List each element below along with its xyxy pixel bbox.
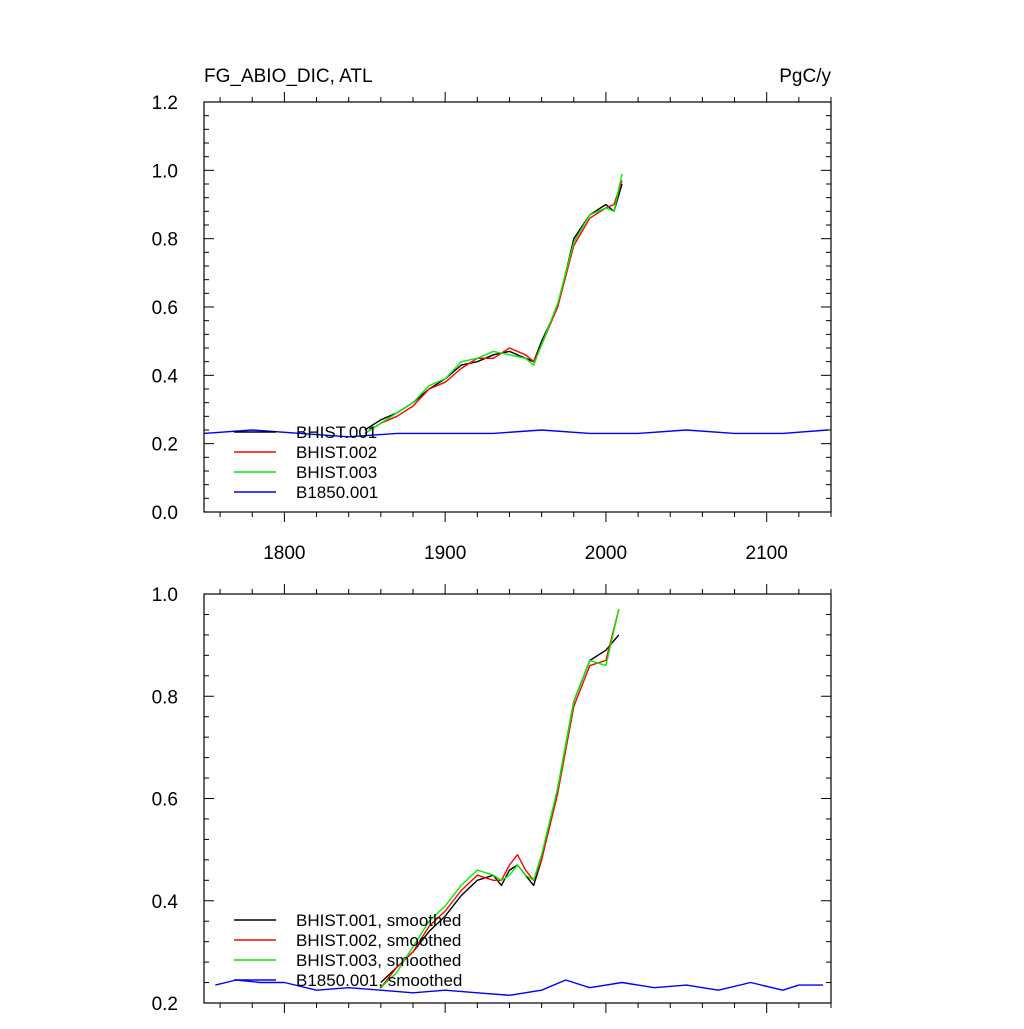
units-label: PgC/y <box>779 66 831 87</box>
legend-label: B1850.001, smoothed <box>296 971 462 990</box>
y-tick-label: 0.2 <box>152 435 178 456</box>
y-tick-label: 0.2 <box>152 994 178 1015</box>
x-tick-label: 1800 <box>263 543 305 564</box>
legend-label: BHIST.003 <box>296 463 377 482</box>
y-tick-label: 0.8 <box>152 230 178 251</box>
legend-label: BHIST.002 <box>296 443 377 462</box>
legend-label: BHIST.002, smoothed <box>296 931 461 950</box>
legend-label: BHIST.001 <box>296 423 377 442</box>
y-tick-label: 0.4 <box>152 366 179 387</box>
series-line-bhist-002 <box>380 609 620 989</box>
legend-label: B1850.001 <box>296 483 378 502</box>
x-tick-label: 2000 <box>585 543 627 564</box>
legend-label: BHIST.003, smoothed <box>296 951 461 970</box>
chart-title: FG_ABIO_DIC, ATL <box>204 66 373 87</box>
series-line-bhist-003 <box>380 609 620 989</box>
legend-label: BHIST.001, smoothed <box>296 911 461 930</box>
y-tick-label: 0.6 <box>152 298 178 319</box>
y-tick-label: 1.0 <box>152 161 178 182</box>
y-tick-label: 0.4 <box>152 892 179 913</box>
series-line-bhist-002 <box>364 180 623 434</box>
series-line-bhist-003 <box>364 173 623 434</box>
x-tick-label: 2100 <box>746 543 788 564</box>
y-tick-label: 1.2 <box>152 93 178 114</box>
top-panel: 0.0 0.2 0.4 0.6 0.8 1.0 1.2 1800 1900 2000 2100 BHI… <box>152 92 832 564</box>
y-tick-label: 0.6 <box>152 790 178 811</box>
x-tick-label: 1900 <box>424 543 466 564</box>
series-line-b1850-001 <box>215 979 823 996</box>
y-tick-label: 0.0 <box>152 503 178 524</box>
y-tick-label: 1.0 <box>152 585 178 606</box>
y-tick-label: 0.8 <box>152 687 178 708</box>
series-line-b1850-001 <box>203 429 828 438</box>
